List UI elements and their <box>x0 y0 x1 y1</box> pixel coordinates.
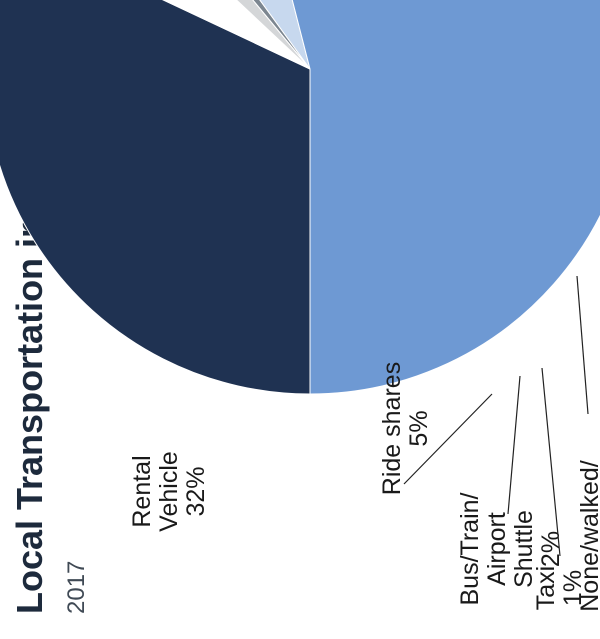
slice-label-line: Ride shares <box>378 362 406 495</box>
slice-label: Taxi1% <box>532 566 587 610</box>
slice-label: None/walked/ <box>576 460 600 612</box>
leader-line <box>507 375 521 515</box>
slice-label-line: Bus/Train/ <box>456 492 484 605</box>
slice-label-line: 5% <box>405 410 433 446</box>
slice-label: RentalVehicle32% <box>128 451 210 532</box>
leader-line <box>403 393 493 485</box>
slice-label-line: Shuttle <box>510 510 538 588</box>
slice-label-line: None/walked/ <box>576 460 600 612</box>
slice-label-line: Vehicle <box>155 451 183 532</box>
slice-label-line: Taxi <box>532 566 560 610</box>
slice-label-line: Rental <box>128 455 156 527</box>
pie-slice-rental-vehicle <box>0 0 311 395</box>
chart-subtitle: 2017 <box>63 561 90 614</box>
leader-line <box>541 367 561 557</box>
slice-label-line: 32% <box>182 466 210 516</box>
pie-slice-other <box>228 0 600 395</box>
slice-label-line: Airport <box>483 512 511 586</box>
pie-slice-ride-shares <box>15 0 311 70</box>
leader-line <box>576 275 589 415</box>
slice-labels: RentalVehicle32% Ride shares5% Bus/Train/A… <box>128 275 600 612</box>
slice-label-line: 1% <box>559 570 587 606</box>
pie-slices <box>0 0 600 395</box>
slice-label-line: 2% <box>537 531 565 567</box>
pie-slice-taxi <box>102 0 311 70</box>
slice-label: Ride shares5% <box>378 362 433 495</box>
slice-label: Bus/Train/AirportShuttle2% <box>456 492 565 605</box>
pie-slice-bus-train-airport-shuttle <box>72 0 311 70</box>
